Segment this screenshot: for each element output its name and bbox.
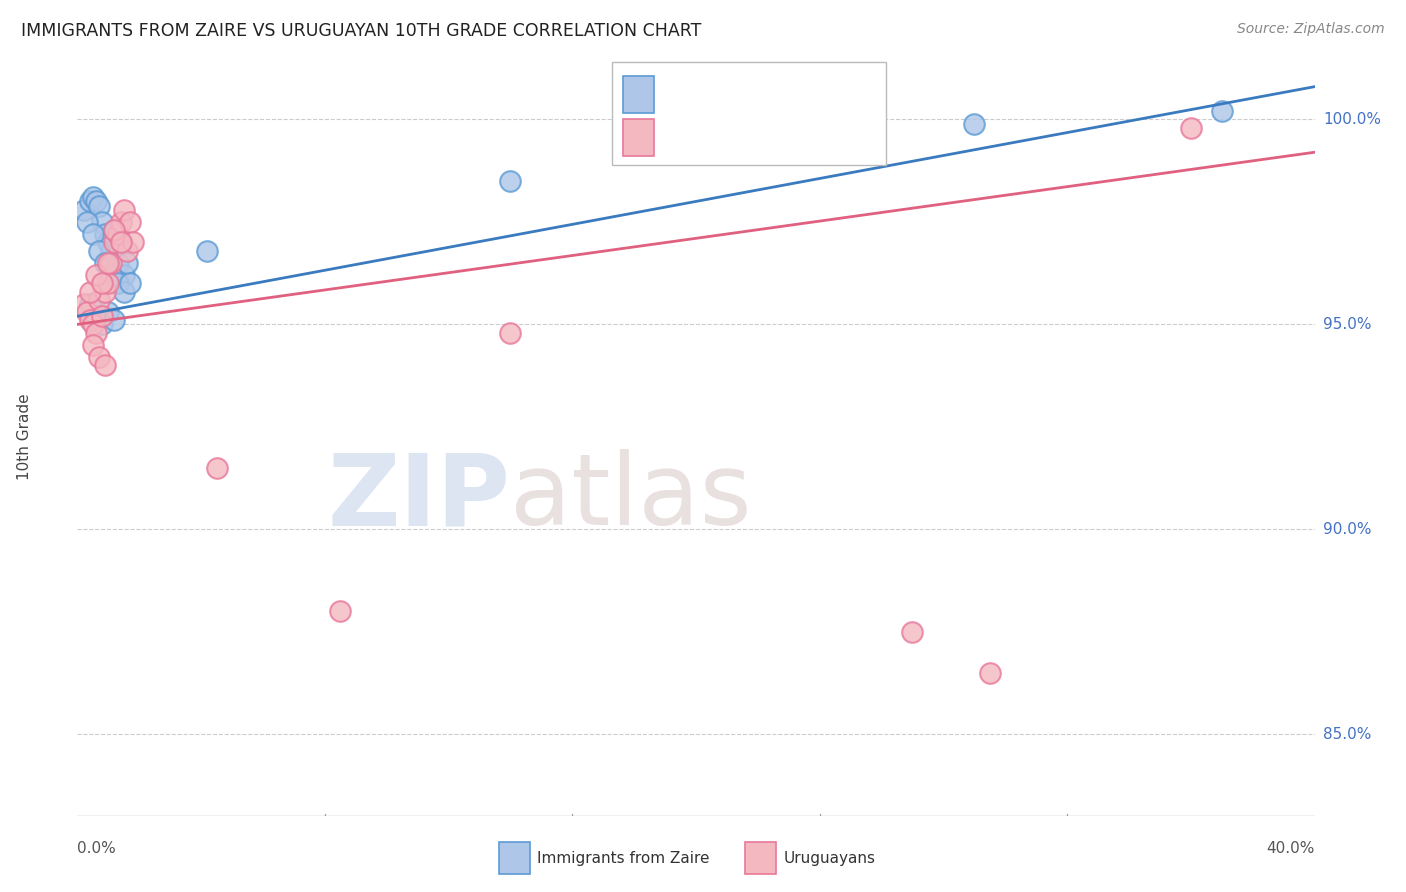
- Point: [112, 285, 135, 299]
- Point: [82, 190, 104, 204]
- Point: [84, 268, 107, 283]
- Point: [1211, 104, 1233, 119]
- Point: [79, 313, 101, 327]
- Text: Uruguayans: Uruguayans: [783, 851, 875, 865]
- Point: [499, 174, 522, 188]
- Text: 90.0%: 90.0%: [1323, 522, 1371, 537]
- Point: [110, 215, 132, 229]
- Text: 40.0%: 40.0%: [1267, 841, 1315, 856]
- Point: [979, 665, 1001, 680]
- Text: N = 32: N = 32: [773, 128, 841, 146]
- Point: [499, 326, 522, 340]
- Point: [118, 215, 141, 229]
- Point: [195, 244, 218, 258]
- Text: Source: ZipAtlas.com: Source: ZipAtlas.com: [1237, 22, 1385, 37]
- Point: [72, 202, 94, 217]
- Point: [91, 215, 114, 229]
- Text: 95.0%: 95.0%: [1323, 317, 1371, 332]
- Point: [103, 235, 125, 250]
- Point: [84, 309, 107, 323]
- Point: [107, 227, 129, 242]
- Point: [87, 244, 110, 258]
- Point: [107, 256, 129, 270]
- Point: [115, 256, 138, 270]
- Point: [87, 198, 110, 212]
- Point: [112, 268, 135, 283]
- Point: [94, 256, 117, 270]
- Point: [91, 277, 114, 291]
- Point: [82, 338, 104, 352]
- Text: IMMIGRANTS FROM ZAIRE VS URUGUAYAN 10TH GRADE CORRELATION CHART: IMMIGRANTS FROM ZAIRE VS URUGUAYAN 10TH …: [21, 22, 702, 40]
- Point: [87, 350, 110, 364]
- Point: [91, 318, 114, 332]
- Point: [205, 460, 228, 475]
- Text: ZIP: ZIP: [328, 450, 510, 546]
- Text: 85.0%: 85.0%: [1323, 727, 1371, 742]
- Point: [110, 235, 132, 250]
- Point: [94, 285, 117, 299]
- Point: [110, 235, 132, 250]
- Point: [115, 244, 138, 258]
- Text: 10th Grade: 10th Grade: [17, 393, 32, 481]
- Point: [84, 194, 107, 209]
- Text: N = 31: N = 31: [773, 86, 841, 103]
- Point: [901, 624, 924, 639]
- Point: [76, 215, 98, 229]
- Point: [97, 305, 120, 319]
- Point: [329, 604, 352, 618]
- Point: [100, 244, 122, 258]
- Text: 100.0%: 100.0%: [1323, 112, 1381, 127]
- Point: [91, 309, 114, 323]
- Point: [97, 256, 120, 270]
- Text: R = 0.351: R = 0.351: [662, 128, 752, 146]
- Point: [72, 297, 94, 311]
- Point: [100, 268, 122, 283]
- Point: [79, 194, 101, 209]
- Point: [1180, 120, 1202, 135]
- Point: [103, 313, 125, 327]
- Point: [118, 277, 141, 291]
- Point: [103, 223, 125, 237]
- Text: 0.0%: 0.0%: [77, 841, 117, 856]
- Point: [82, 318, 104, 332]
- Point: [94, 227, 117, 242]
- Text: R = 0.494: R = 0.494: [662, 86, 752, 103]
- Point: [107, 277, 129, 291]
- Text: Immigrants from Zaire: Immigrants from Zaire: [537, 851, 710, 865]
- Point: [82, 227, 104, 242]
- Point: [112, 202, 135, 217]
- Point: [100, 256, 122, 270]
- Point: [87, 293, 110, 307]
- Point: [122, 235, 145, 250]
- Point: [97, 277, 120, 291]
- Point: [84, 326, 107, 340]
- Point: [97, 235, 120, 250]
- Point: [76, 305, 98, 319]
- Point: [79, 285, 101, 299]
- Text: atlas: atlas: [510, 450, 752, 546]
- Point: [79, 297, 101, 311]
- Point: [94, 359, 117, 373]
- Point: [103, 223, 125, 237]
- Point: [963, 117, 986, 131]
